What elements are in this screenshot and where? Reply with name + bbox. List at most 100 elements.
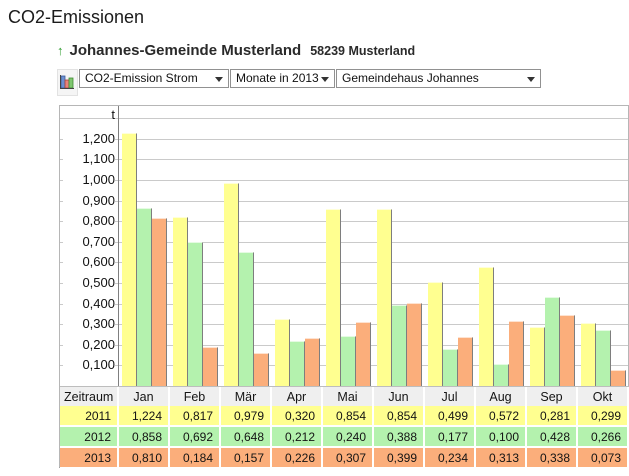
month-header-mär: Mär [221,387,272,406]
month-header-mai: Mai [323,387,374,406]
table-row-2012: 2012 0,858 0,692 0,648 0,212 0,240 0,388 0,177 0… [60,427,629,448]
value-cell-2013-feb: 0,184 [170,448,221,467]
page-title: CO2-Emissionen [8,7,145,27]
y-tick-label: 0,200 [63,337,115,353]
month-header-sep: Sep [527,387,578,406]
bar-2013-apr [305,338,320,386]
y-tick-label: 0,600 [63,254,115,270]
building-dropdown-value: Gemeindehaus Johannes [342,71,479,85]
period-dropdown-value: Monate in 2013 [236,71,319,85]
bar-2013-mär [254,353,269,386]
value-cell-2012-feb: 0,692 [170,427,221,446]
value-cell-2012-aug: 0,100 [476,427,527,446]
bar-2012-jul [443,349,458,386]
y-tick-label: 0,400 [63,296,115,312]
bar-2012-jan [137,208,152,386]
y-tick-label: 1,200 [63,131,115,147]
bar-2011-mai [326,209,341,386]
value-cell-2011-jul: 0,499 [425,406,476,425]
gridline [60,159,628,160]
y-tick-label: 0,900 [63,193,115,209]
y-tick-label: 0,300 [63,316,115,332]
value-cell-2012-jul: 0,177 [425,427,476,446]
entity-header: ↑ Johannes-Gemeinde Musterland 58239 Mus… [57,42,415,59]
value-cell-2011-mai: 0,854 [323,406,374,425]
table-corner-zeitraum: Zeitraum [60,387,119,406]
bar-2011-okt [581,323,596,386]
gridline [60,180,628,181]
period-dropdown[interactable]: Monate in 2013 [230,69,335,88]
value-cell-2012-mär: 0,648 [221,427,272,446]
bar-2013-jul [458,337,473,386]
bar-2012-mai [341,336,356,386]
value-cell-2011-mär: 0,979 [221,406,272,425]
datatype-dropdown[interactable]: CO2-Emission Strom [79,69,229,88]
y-tick-label: 1,000 [63,172,115,188]
bar-chart-icon [60,75,74,89]
value-cell-2013-aug: 0,313 [476,448,527,467]
gridline [60,221,628,222]
y-axis-line [118,106,119,386]
y-axis-unit-label: t [111,107,115,122]
table-header-row: Zeitraum Jan Feb Mär Apr Mai Jun Jul Aug Sep Okt [60,386,629,406]
year-cell-2013: 2013 [60,448,119,467]
value-cell-2012-sep: 0,428 [527,427,578,446]
datatype-dropdown-value: CO2-Emission Strom [85,71,198,85]
gridline [60,283,628,284]
bar-2013-okt [611,370,626,386]
entity-zip-city: 58239 Musterland [310,44,416,58]
value-cell-2011-jun: 0,854 [374,406,425,425]
bar-2012-okt [596,330,611,386]
value-cell-2011-jan: 1,224 [119,406,170,425]
month-header-okt: Okt [578,387,629,406]
bar-2012-aug [494,364,509,386]
value-cell-2013-apr: 0,226 [272,448,323,467]
bar-2013-sep [560,315,575,386]
value-cell-2013-okt: 0,073 [578,448,629,467]
month-header-apr: Apr [272,387,323,406]
y-tick-label: 0,800 [63,213,115,229]
year-cell-2011: 2011 [60,406,119,425]
chevron-down-icon [215,77,223,82]
gridline [60,304,628,305]
value-cell-2013-mai: 0,307 [323,448,374,467]
bar-2013-feb [203,347,218,386]
value-cell-2011-okt: 0,299 [578,406,629,425]
bar-2013-aug [509,321,524,386]
value-cell-2011-aug: 0,572 [476,406,527,425]
value-cell-2012-mai: 0,240 [323,427,374,446]
gridline [60,139,628,140]
y-tick-label: 0,700 [63,234,115,250]
value-cell-2012-jun: 0,388 [374,427,425,446]
bar-2012-mär [239,252,254,386]
gridline [60,262,628,263]
gridline [60,324,628,325]
value-cell-2013-sep: 0,338 [527,448,578,467]
bar-2011-mär [224,183,239,386]
month-header-jun: Jun [374,387,425,406]
value-cell-2012-apr: 0,212 [272,427,323,446]
plot-area [119,106,629,386]
building-dropdown[interactable]: Gemeindehaus Johannes [336,69,541,88]
value-cell-2013-mär: 0,157 [221,448,272,467]
data-table: Zeitraum Jan Feb Mär Apr Mai Jun Jul Aug Sep Okt 20… [60,386,629,469]
bar-chart-icon-button[interactable] [57,69,78,96]
month-header-aug: Aug [476,387,527,406]
bar-2012-feb [188,242,203,386]
month-header-jan: Jan [119,387,170,406]
year-cell-2012: 2012 [60,427,119,446]
y-tick-label: 0,500 [63,275,115,291]
bar-2012-apr [290,341,305,386]
value-cell-2012-okt: 0,266 [578,427,629,446]
gridline [60,242,628,243]
value-cell-2012-jan: 0,858 [119,427,170,446]
chart-toolbar: CO2-Emission Strom Monate in 2013 Gemein… [57,69,541,96]
bar-2011-jul [428,282,443,386]
bar-2011-sep [530,327,545,386]
chevron-down-icon [527,77,535,82]
month-header-jul: Jul [425,387,476,406]
value-cell-2013-jan: 0,810 [119,448,170,467]
bar-2011-apr [275,319,290,386]
bar-2011-aug [479,267,494,386]
bar-2013-jun [407,303,422,386]
